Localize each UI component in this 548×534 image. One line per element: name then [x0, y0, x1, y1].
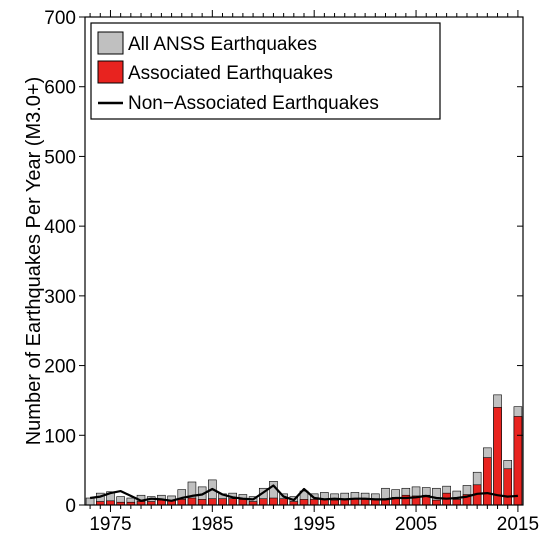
bar-associated-2014: [503, 468, 512, 506]
bar-associated-1992: [279, 498, 288, 506]
y-tick-label: 600: [44, 78, 76, 99]
legend-box: [90, 22, 441, 120]
y-axis-title: Number of Earthquakes Per Year (M3.0+): [23, 77, 45, 446]
bar-associated-1991: [269, 497, 278, 506]
bar-associated-1982: [177, 499, 187, 506]
bar-all-1973: [85, 497, 95, 506]
non-associated-line: [89, 484, 518, 502]
x-tick-label: 1985: [191, 514, 233, 534]
x-tick-label: 1975: [89, 514, 131, 534]
y-axis: 0 100 200 300 400 500 600 700: [44, 8, 523, 517]
bar-associated-1988: [238, 499, 248, 506]
bar-associated-2012: [483, 457, 492, 506]
associated-bars: [96, 407, 523, 506]
legend-label-all: All ANSS Earthquakes: [128, 34, 317, 55]
bar-associated-1984: [197, 499, 207, 506]
legend-swatch-associated: [97, 60, 124, 84]
x-tick-label: 2005: [395, 514, 437, 534]
bar-associated-2007: [432, 499, 441, 506]
bar-associated-1986: [218, 498, 227, 506]
bar-associated-1994: [299, 499, 309, 506]
y-tick-label: 500: [44, 147, 76, 168]
legend-label-associated: Associated Earthquakes: [128, 63, 333, 84]
bar-associated-1983: [187, 497, 197, 506]
legend: All ANSS Earthquakes Associated Earthqua…: [90, 22, 441, 120]
y-tick-label: 200: [44, 357, 76, 378]
bar-associated-1975: [106, 500, 115, 506]
x-tick-label: 2015: [497, 514, 539, 534]
bar-associated-2000: [360, 499, 370, 506]
y-tick-label: 100: [44, 426, 76, 447]
y-tick-label: 400: [44, 217, 76, 238]
bar-associated-1997: [330, 499, 339, 506]
y-tick-label: 700: [44, 8, 76, 29]
bar-associated-2009: [452, 499, 462, 506]
bar-associated-1990: [258, 498, 268, 506]
x-tick-label: 1995: [293, 514, 335, 534]
bar-associated-1995: [309, 499, 319, 506]
y-tick-label: 300: [44, 287, 76, 308]
x-axis: 1975 1985 1995 2005 2015: [89, 10, 539, 534]
bar-associated-2004: [401, 494, 411, 506]
legend-swatch-all: [97, 31, 124, 55]
bar-associated-1987: [228, 498, 237, 506]
bar-associated-2013: [493, 407, 502, 506]
bar-associated-2015: [513, 416, 523, 506]
bar-associated-1985: [208, 498, 217, 506]
y-tick-label: 0: [65, 496, 76, 517]
legend-label-non-associated: Non−Associated Earthquakes: [128, 93, 379, 114]
